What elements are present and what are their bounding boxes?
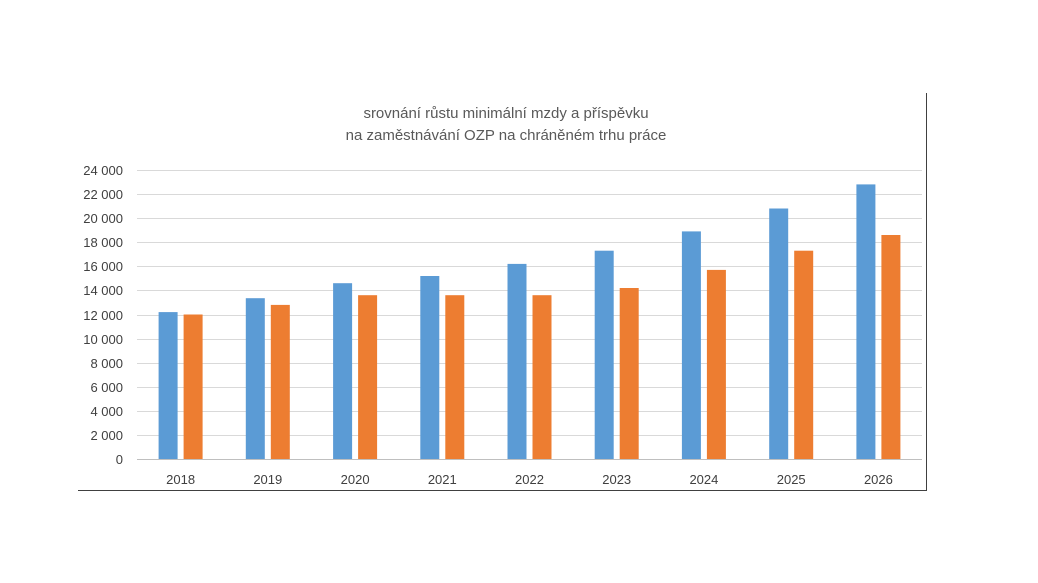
bar-series-2-2020 bbox=[358, 295, 378, 459]
bar-series-2-2019 bbox=[270, 304, 290, 459]
x-tick-label: 2022 bbox=[515, 472, 544, 487]
gridlines bbox=[137, 170, 922, 460]
bar-series-2-2022 bbox=[532, 295, 552, 459]
chart-frame-bottom-border bbox=[78, 490, 927, 491]
y-tick-label: 0 bbox=[116, 452, 123, 467]
y-tick-label: 22 000 bbox=[83, 187, 123, 202]
y-tick-label: 8 000 bbox=[90, 356, 123, 371]
y-tick-label: 6 000 bbox=[90, 380, 123, 395]
bar-series-2-2023 bbox=[619, 288, 639, 459]
bar-series-2-2024 bbox=[706, 269, 726, 459]
x-tick-label: 2021 bbox=[428, 472, 457, 487]
y-axis-ticks: 0 2 000 4 000 6 000 8 000 10 000 12 000 14 000 1… bbox=[83, 163, 123, 467]
bar-series-2-2025 bbox=[794, 250, 814, 459]
bar-series-1-2023 bbox=[594, 250, 614, 459]
y-tick-label: 14 000 bbox=[83, 283, 123, 298]
y-tick-label: 4 000 bbox=[90, 404, 123, 419]
x-tick-label: 2018 bbox=[166, 472, 195, 487]
bar-series-1-2019 bbox=[245, 298, 265, 459]
bar-series-1-2018 bbox=[158, 312, 178, 459]
chart-title: srovnání růstu minimální mzdy a příspěvk… bbox=[363, 105, 649, 122]
bar-series-1-2026 bbox=[856, 184, 876, 459]
bar-series-1-2020 bbox=[333, 283, 353, 459]
bar-series-1-2025 bbox=[769, 208, 789, 459]
y-tick-label: 18 000 bbox=[83, 235, 123, 250]
bar-series-1-2024 bbox=[681, 231, 701, 459]
x-tick-label: 2020 bbox=[341, 472, 370, 487]
x-tick-label: 2019 bbox=[253, 472, 282, 487]
y-tick-label: 20 000 bbox=[83, 211, 123, 226]
bar-series-1-2022 bbox=[507, 263, 527, 459]
y-tick-label: 16 000 bbox=[83, 259, 123, 274]
y-tick-label: 12 000 bbox=[83, 308, 123, 323]
x-tick-label: 2023 bbox=[602, 472, 631, 487]
x-axis-ticks: 2018 2019 2020 2021 2022 2023 2024 2025 2026 bbox=[166, 472, 893, 487]
bar-series-1-2021 bbox=[420, 276, 440, 459]
chart-subtitle: na zaměstnávání OZP na chráněném trhu pr… bbox=[345, 127, 667, 144]
bar-series-2-2026 bbox=[881, 235, 901, 459]
x-tick-label: 2025 bbox=[777, 472, 806, 487]
y-tick-label: 10 000 bbox=[83, 332, 123, 347]
bars bbox=[158, 184, 901, 459]
bar-series-2-2018 bbox=[183, 314, 203, 459]
x-tick-label: 2026 bbox=[864, 472, 893, 487]
y-tick-label: 24 000 bbox=[83, 163, 123, 178]
x-tick-label: 2024 bbox=[689, 472, 718, 487]
bar-series-2-2021 bbox=[445, 295, 465, 459]
y-tick-label: 2 000 bbox=[90, 428, 123, 443]
chart-frame-right-border bbox=[926, 93, 927, 491]
